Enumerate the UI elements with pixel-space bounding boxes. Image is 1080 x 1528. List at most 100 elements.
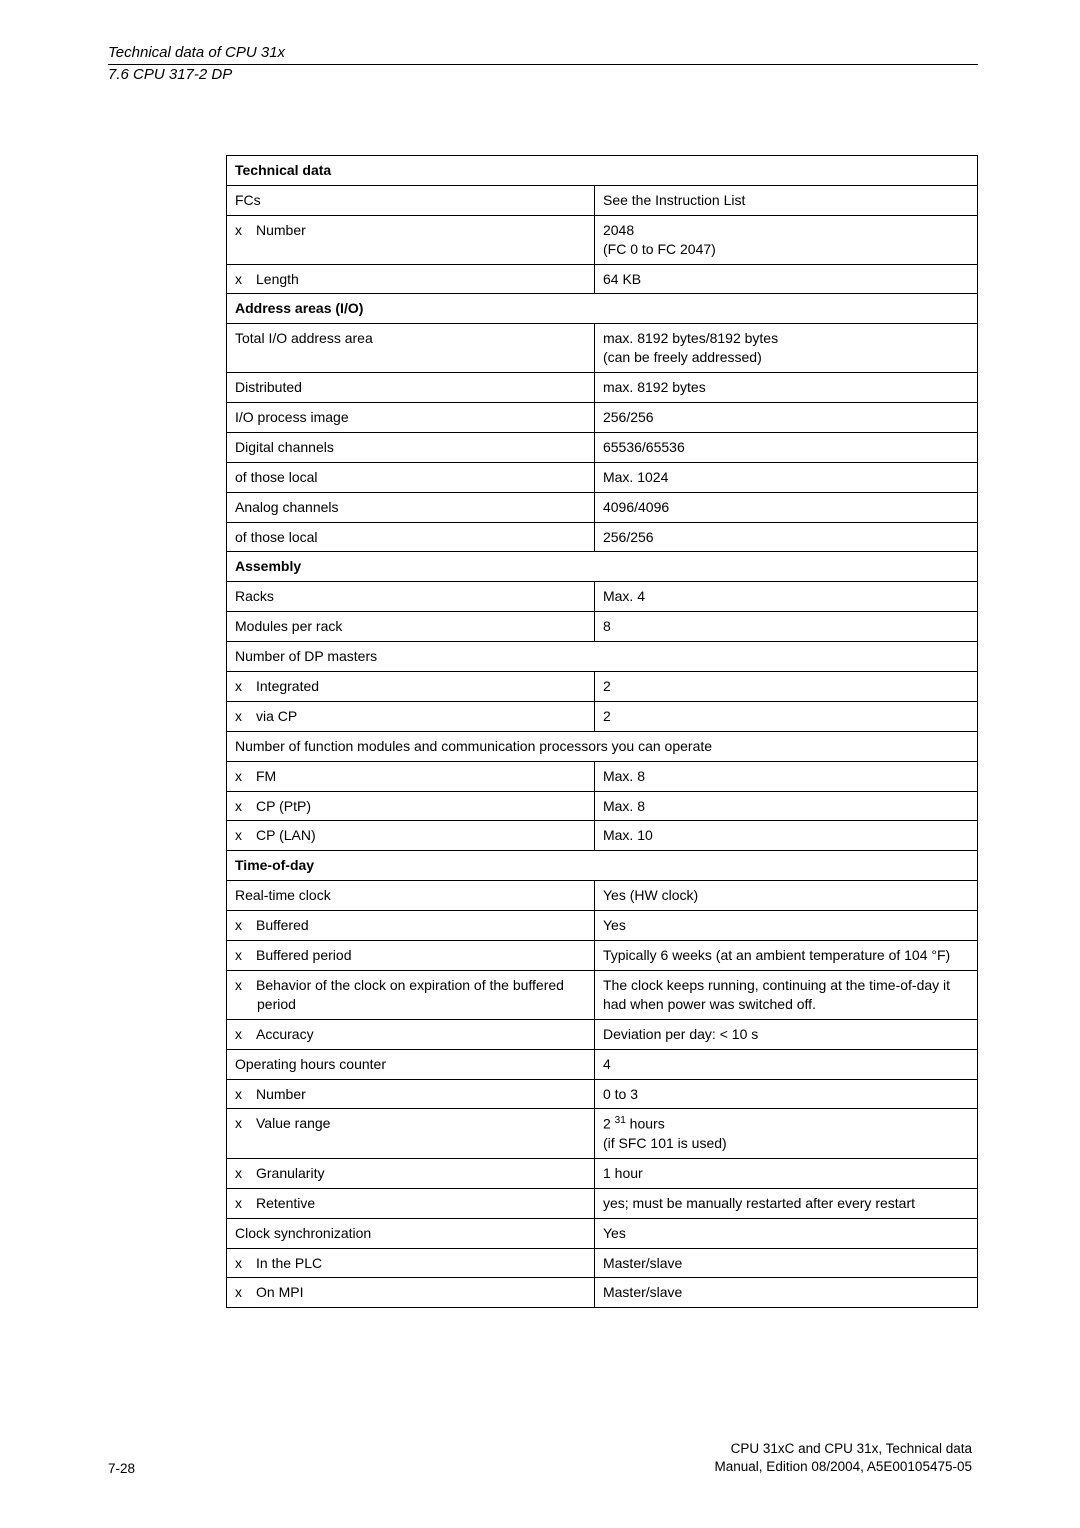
table-row: x AccuracyDeviation per day: < 10 s [227,1019,978,1049]
table-cell-left: I/O process image [227,403,595,433]
table-cell-right: Yes (HW clock) [594,881,977,911]
table-row: x via CP2 [227,701,978,731]
table-cell-left: Analog channels [227,492,595,522]
table-cell-left: Operating hours counter [227,1049,595,1079]
table-row: Total I/O address areamax. 8192 bytes/81… [227,324,978,373]
page-header: Technical data of CPU 31x 7.6 CPU 317-2 … [108,44,978,83]
table-cell-right: 4096/4096 [594,492,977,522]
footer-line2: Manual, Edition 08/2004, A5E00105475-05 [715,1458,972,1476]
table-row: x Number0 to 3 [227,1079,978,1109]
table-row: Operating hours counter4 [227,1049,978,1079]
table-cell-right: Deviation per day: < 10 s [594,1019,977,1049]
table-cell-right: yes; must be manually restarted after ev… [594,1188,977,1218]
table-cell-right: 65536/65536 [594,432,977,462]
table-cell-right: 256/256 [594,403,977,433]
table-row: x Retentiveyes; must be manually restart… [227,1188,978,1218]
table-cell-right: Max. 4 [594,582,977,612]
table-cell-right: 2 [594,701,977,731]
table-cell-left: Digital channels [227,432,595,462]
footer-line1: CPU 31xC and CPU 31x, Technical data [715,1440,972,1458]
table-row: Modules per rack8 [227,612,978,642]
table-cell-left: x Accuracy [227,1019,595,1049]
table-header-row: Technical data [227,156,978,186]
table-cell-left: Real-time clock [227,881,595,911]
table-row: RacksMax. 4 [227,582,978,612]
table-cell-right: The clock keeps running, continuing at t… [594,970,977,1019]
table-cell-left: x Behavior of the clock on expiration of… [227,970,595,1019]
table-cell-right: Master/slave [594,1248,977,1278]
table-cell-right: See the Instruction List [594,185,977,215]
table-row: Distributedmax. 8192 bytes [227,373,978,403]
table-cell-left: x Retentive [227,1188,595,1218]
table-row: x Buffered periodTypically 6 weeks (at a… [227,941,978,971]
table-row: Real-time clockYes (HW clock) [227,881,978,911]
table-cell-left: Clock synchronization [227,1218,595,1248]
table-header-cell: Technical data [227,156,978,186]
table-row: Digital channels65536/65536 [227,432,978,462]
header-title: Technical data of CPU 31x [108,44,978,61]
table-row: x Granularity1 hour [227,1158,978,1188]
table-cell-left: x Buffered period [227,941,595,971]
table-cell-left: x Granularity [227,1158,595,1188]
table-row: x CP (PtP)Max. 8 [227,791,978,821]
page-number: 7-28 [108,1461,135,1476]
table-cell-left: x FM [227,761,595,791]
table-cell-right: Master/slave [594,1278,977,1308]
table-cell-right: 8 [594,612,977,642]
table-cell-right: 2048(FC 0 to FC 2047) [594,215,977,264]
table-row: of those local256/256 [227,522,978,552]
table-cell-left: Racks [227,582,595,612]
table-cell-left: x In the PLC [227,1248,595,1278]
table-cell-right: 1 hour [594,1158,977,1188]
table-cell-right: Typically 6 weeks (at an ambient tempera… [594,941,977,971]
table-row: Address areas (I/O) [227,294,978,324]
table-row: x Length64 KB [227,264,978,294]
table-cell-span: Time-of-day [227,851,978,881]
table-cell-right: 64 KB [594,264,977,294]
table-row: x Number2048(FC 0 to FC 2047) [227,215,978,264]
table-cell-left: x via CP [227,701,595,731]
table-row: Analog channels4096/4096 [227,492,978,522]
table-cell-left: x Integrated [227,672,595,702]
table-row: FCsSee the Instruction List [227,185,978,215]
table-cell-right: 4 [594,1049,977,1079]
table-cell-right: Max. 8 [594,791,977,821]
table-cell-left: Distributed [227,373,595,403]
table-cell-right: 2 [594,672,977,702]
table-cell-left: FCs [227,185,595,215]
table-cell-left: x Buffered [227,911,595,941]
table-cell-left: x CP (PtP) [227,791,595,821]
table-cell-right: 2 31 hours(if SFC 101 is used) [594,1109,977,1158]
table-row: x In the PLCMaster/slave [227,1248,978,1278]
table-cell-left: x Value range [227,1109,595,1158]
table-cell-right: Max. 10 [594,821,977,851]
table-cell-span: Number of DP masters [227,642,978,672]
table-cell-span: Number of function modules and communica… [227,731,978,761]
table-row: x Value range2 31 hours(if SFC 101 is us… [227,1109,978,1158]
header-sub: 7.6 CPU 317-2 DP [108,66,978,83]
table-cell-left: x On MPI [227,1278,595,1308]
table-cell-right: 256/256 [594,522,977,552]
table-cell-left: x Length [227,264,595,294]
table-cell-left: of those local [227,522,595,552]
table-cell-left: x Number [227,1079,595,1109]
technical-data-table-wrap: Technical data FCsSee the Instruction Li… [226,155,978,1308]
table-row: of those localMax. 1024 [227,462,978,492]
table-row: x FMMax. 8 [227,761,978,791]
table-cell-right: Yes [594,1218,977,1248]
table-cell-left: Modules per rack [227,612,595,642]
table-cell-left: Total I/O address area [227,324,595,373]
table-row: Assembly [227,552,978,582]
table-cell-span: Address areas (I/O) [227,294,978,324]
table-row: x CP (LAN)Max. 10 [227,821,978,851]
table-row: Clock synchronizationYes [227,1218,978,1248]
table-cell-right: max. 8192 bytes/8192 bytes(can be freely… [594,324,977,373]
table-cell-right: max. 8192 bytes [594,373,977,403]
table-row: I/O process image256/256 [227,403,978,433]
table-cell-left: of those local [227,462,595,492]
table-row: Time-of-day [227,851,978,881]
table-cell-right: Max. 8 [594,761,977,791]
table-cell-right: 0 to 3 [594,1079,977,1109]
table-cell-right: Max. 1024 [594,462,977,492]
table-row: x BufferedYes [227,911,978,941]
